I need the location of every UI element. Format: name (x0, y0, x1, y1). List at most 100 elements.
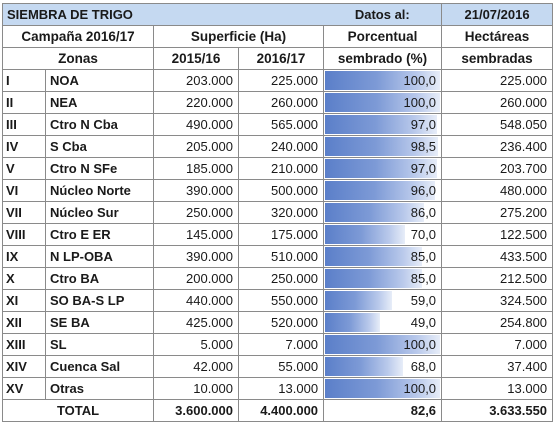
total-superficie-2015: 3.600.000 (153, 399, 239, 422)
hectareas-sembradas: 236.400 (441, 135, 554, 158)
progress-bar-fill (325, 159, 437, 178)
pct-value: 85,0 (410, 249, 437, 264)
porcentual-cell: 85,0 (323, 245, 443, 268)
superficie-2015: 10.000 (153, 377, 239, 400)
table-row: IV S Cba 205.000 240.000 98,5 236.400 (2, 135, 554, 158)
table-row: XI SO BA-S LP 440.000 550.000 59,0 324.500 (2, 289, 554, 312)
zonas-header: Zonas (2, 47, 154, 70)
zone-number: XII (2, 311, 46, 334)
porcentual-cell: 96,0 (323, 179, 443, 202)
superficie-2016: 225.000 (237, 69, 325, 92)
zone-name: Ctro E ER (45, 223, 154, 246)
table-row: II NEA 220.000 260.000 100,0 260.000 (2, 91, 554, 114)
superficie-2016: 175.000 (237, 223, 325, 246)
pct-value: 97,0 (410, 117, 437, 132)
superficie-2015: 390.000 (153, 179, 239, 202)
pct-value: 98,5 (410, 139, 437, 154)
table-row: IX N LP-OBA 390.000 510.000 85,0 433.500 (2, 245, 554, 268)
zone-number: III (2, 113, 46, 136)
superficie-2015: 42.000 (153, 355, 239, 378)
total-superficie-2016: 4.400.000 (237, 399, 325, 422)
pct-value: 68,0 (410, 359, 437, 374)
total-row: TOTAL 3.600.000 4.400.000 82,6 3.633.550 (2, 399, 554, 422)
pct-value: 49,0 (410, 315, 437, 330)
zone-name: Núcleo Sur (45, 201, 154, 224)
zone-name: SO BA-S LP (45, 289, 154, 312)
superficie-2015: 490.000 (153, 113, 239, 136)
superficie-2015: 425.000 (153, 311, 239, 334)
superficie-2015: 440.000 (153, 289, 239, 312)
pct-value: 100,0 (403, 73, 437, 88)
table-title: SIEMBRA DE TRIGO (1, 3, 324, 26)
superficie-2015: 250.000 (153, 201, 239, 224)
hectareas-sembradas: 225.000 (441, 69, 554, 92)
superficie-2016: 320.000 (237, 201, 325, 224)
superficie-2015: 390.000 (153, 245, 239, 268)
year-2015-header: 2015/16 (153, 47, 239, 70)
superficie-2016: 250.000 (237, 267, 325, 290)
superficie-2015: 200.000 (153, 267, 239, 290)
pct-value: 100,0 (403, 381, 437, 396)
zone-number: II (2, 91, 46, 114)
table-row: I NOA 203.000 225.000 100,0 225.000 (2, 69, 554, 92)
campana-header: Campaña 2016/17 (2, 25, 154, 48)
porcentual-cell: 100,0 (323, 69, 443, 92)
superficie-2015: 5.000 (153, 333, 239, 356)
table-row: XIII SL 5.000 7.000 100,0 7.000 (2, 333, 554, 356)
table-row: XII SE BA 425.000 520.000 49,0 254.800 (2, 311, 554, 334)
title-row: SIEMBRA DE TRIGO Datos al: 21/07/2016 (1, 3, 554, 26)
progress-bar-fill (325, 291, 393, 310)
progress-bar-fill (325, 71, 441, 90)
progress-bar-fill (325, 247, 423, 266)
table-row: III Ctro N Cba 490.000 565.000 97,0 548.050 (2, 113, 554, 136)
progress-bar-fill (325, 225, 405, 244)
superficie-header: Superficie (Ha) (152, 25, 325, 48)
zone-name: N LP-OBA (45, 245, 154, 268)
pct-value: 85,0 (410, 271, 437, 286)
zone-name: NEA (45, 91, 154, 114)
hectareas-sembradas: 212.500 (441, 267, 554, 290)
porcentual-cell: 49,0 (323, 311, 443, 334)
zone-number: XIII (2, 333, 46, 356)
superficie-2016: 210.000 (237, 157, 325, 180)
porcentual-cell: 68,0 (323, 355, 443, 378)
hectareas-sembradas: 275.200 (441, 201, 554, 224)
hectareas-sembradas: 480.000 (441, 179, 554, 202)
progress-bar-fill (325, 115, 437, 134)
total-hectareas-sembradas: 3.633.550 (441, 399, 554, 422)
report-date: 21/07/2016 (441, 3, 554, 26)
pct-value: 100,0 (403, 95, 437, 110)
header-row-2: Zonas 2015/16 2016/17 sembrado (%) sembr… (2, 47, 554, 70)
porcentual-cell: 100,0 (323, 91, 443, 114)
siembra-table-container: SIEMBRA DE TRIGO Datos al: 21/07/2016 Ca… (1, 3, 554, 439)
zone-name: SE BA (45, 311, 154, 334)
zone-number: VIII (2, 223, 46, 246)
hectareas-sembradas: 122.500 (441, 223, 554, 246)
hectareas-sembradas: 433.500 (441, 245, 554, 268)
superficie-2016: 7.000 (237, 333, 325, 356)
datos-al-label: Datos al: (323, 3, 443, 26)
superficie-2015: 185.000 (153, 157, 239, 180)
zone-number: VI (2, 179, 46, 202)
hectareas-header: Hectáreas (441, 25, 554, 48)
zone-name: Ctro N Cba (45, 113, 154, 136)
porcentual-cell: 98,5 (323, 135, 443, 158)
zone-number: X (2, 267, 46, 290)
porcentual-cell: 100,0 (323, 333, 443, 356)
sembrado-pct-header: sembrado (%) (323, 47, 443, 70)
zone-number: VII (2, 201, 46, 224)
header-row-1: Campaña 2016/17 Superficie (Ha) Porcentu… (2, 25, 554, 48)
superficie-2016: 13.000 (237, 377, 325, 400)
table-row: X Ctro BA 200.000 250.000 85,0 212.500 (2, 267, 554, 290)
superficie-2016: 260.000 (237, 91, 325, 114)
porcentual-cell: 59,0 (323, 289, 443, 312)
pct-value: 86,0 (410, 205, 437, 220)
superficie-2016: 520.000 (237, 311, 325, 334)
hectareas-sembradas: 13.000 (441, 377, 554, 400)
hectareas-sembradas: 7.000 (441, 333, 554, 356)
table-row: V Ctro N SFe 185.000 210.000 97,0 203.700 (2, 157, 554, 180)
zone-name: S Cba (45, 135, 154, 158)
porcentual-cell: 86,0 (323, 201, 443, 224)
superficie-2016: 550.000 (237, 289, 325, 312)
hectareas-sembradas: 324.500 (441, 289, 554, 312)
